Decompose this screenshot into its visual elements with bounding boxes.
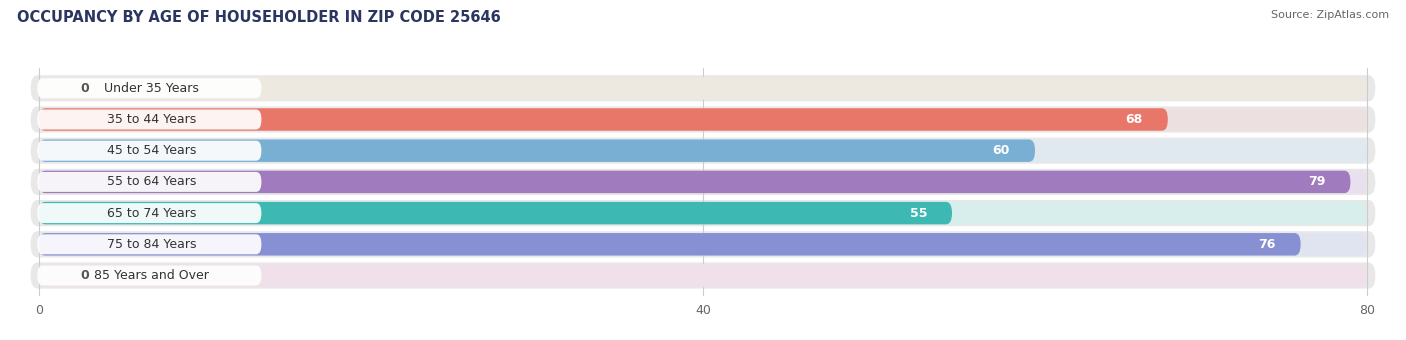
FancyBboxPatch shape xyxy=(38,109,262,130)
FancyBboxPatch shape xyxy=(31,231,1375,257)
FancyBboxPatch shape xyxy=(38,234,262,254)
FancyBboxPatch shape xyxy=(39,233,1301,256)
Text: 60: 60 xyxy=(993,144,1010,157)
Text: 75 to 84 Years: 75 to 84 Years xyxy=(107,238,197,251)
FancyBboxPatch shape xyxy=(38,78,262,98)
FancyBboxPatch shape xyxy=(31,169,1375,195)
FancyBboxPatch shape xyxy=(39,108,1367,131)
Text: 76: 76 xyxy=(1258,238,1275,251)
FancyBboxPatch shape xyxy=(31,75,1375,101)
Text: 55 to 64 Years: 55 to 64 Years xyxy=(107,175,197,188)
FancyBboxPatch shape xyxy=(39,108,1168,131)
Text: 0: 0 xyxy=(80,82,89,95)
FancyBboxPatch shape xyxy=(31,200,1375,226)
FancyBboxPatch shape xyxy=(39,139,1367,162)
FancyBboxPatch shape xyxy=(39,171,1350,193)
Text: 35 to 44 Years: 35 to 44 Years xyxy=(107,113,197,126)
FancyBboxPatch shape xyxy=(39,139,1035,162)
Text: 0: 0 xyxy=(80,269,89,282)
Text: Under 35 Years: Under 35 Years xyxy=(104,82,200,95)
FancyBboxPatch shape xyxy=(39,77,1367,100)
FancyBboxPatch shape xyxy=(31,262,1375,289)
FancyBboxPatch shape xyxy=(31,106,1375,133)
FancyBboxPatch shape xyxy=(39,202,1367,224)
FancyBboxPatch shape xyxy=(39,233,1367,256)
Text: 45 to 54 Years: 45 to 54 Years xyxy=(107,144,197,157)
Text: 65 to 74 Years: 65 to 74 Years xyxy=(107,207,197,220)
Text: Source: ZipAtlas.com: Source: ZipAtlas.com xyxy=(1271,10,1389,20)
FancyBboxPatch shape xyxy=(31,138,1375,164)
Text: 55: 55 xyxy=(910,207,927,220)
Text: OCCUPANCY BY AGE OF HOUSEHOLDER IN ZIP CODE 25646: OCCUPANCY BY AGE OF HOUSEHOLDER IN ZIP C… xyxy=(17,10,501,25)
FancyBboxPatch shape xyxy=(39,202,952,224)
FancyBboxPatch shape xyxy=(39,171,1367,193)
FancyBboxPatch shape xyxy=(38,203,262,223)
Text: 79: 79 xyxy=(1308,175,1326,188)
Text: 68: 68 xyxy=(1126,113,1143,126)
FancyBboxPatch shape xyxy=(38,172,262,192)
FancyBboxPatch shape xyxy=(39,264,1367,287)
Text: 85 Years and Over: 85 Years and Over xyxy=(94,269,209,282)
FancyBboxPatch shape xyxy=(38,266,262,286)
FancyBboxPatch shape xyxy=(38,141,262,161)
